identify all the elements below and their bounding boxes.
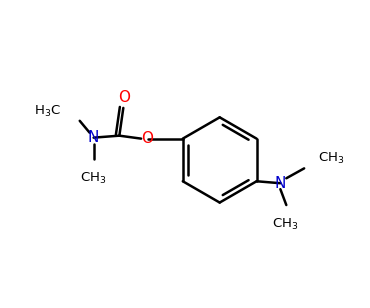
Text: O: O — [141, 131, 153, 146]
Text: H$_3$C: H$_3$C — [34, 104, 61, 120]
Text: CH$_3$: CH$_3$ — [80, 171, 107, 186]
Text: CH$_3$: CH$_3$ — [318, 151, 344, 166]
Text: N: N — [275, 176, 286, 191]
Text: CH$_3$: CH$_3$ — [272, 217, 299, 232]
Text: O: O — [118, 90, 130, 104]
Text: N: N — [88, 130, 99, 145]
